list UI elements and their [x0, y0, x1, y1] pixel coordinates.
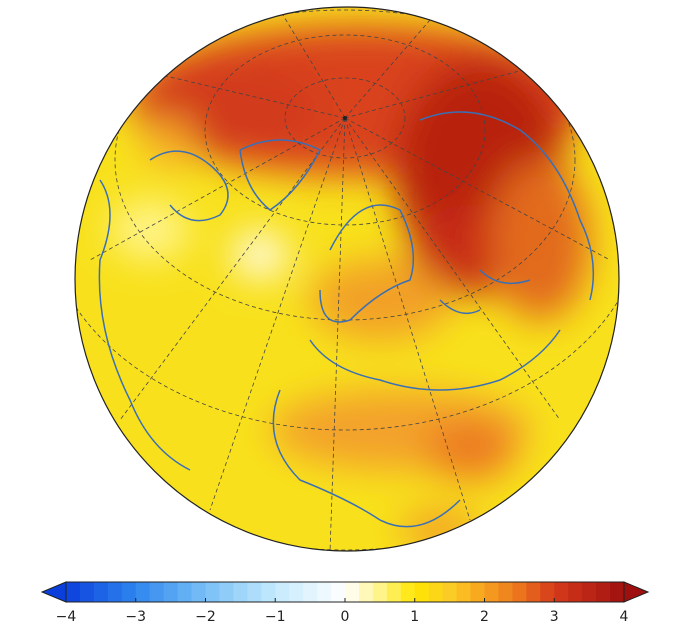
colorbar-cell	[554, 582, 569, 602]
colorbar-cell	[261, 582, 276, 602]
colorbar-cell	[219, 582, 234, 602]
colorbar: −4 −3 −2 −1 0 1 2 3 4	[40, 581, 650, 625]
colorbar-cell	[205, 582, 220, 602]
colorbar-cell	[386, 582, 402, 602]
colorbar-cell	[345, 582, 360, 602]
tick-label: −2	[195, 609, 216, 625]
tick-label: 1	[410, 609, 419, 625]
tick-label: 0	[341, 609, 350, 625]
colorbar-cell	[289, 582, 304, 602]
colorbar-cell	[582, 582, 597, 602]
colorbar-cell	[456, 582, 472, 602]
colorbar-cell	[317, 582, 332, 602]
colorbar-cell	[428, 582, 444, 602]
colorbar-cell	[66, 582, 81, 602]
colorbar-cell	[303, 582, 318, 602]
colorbar-cell	[540, 582, 555, 602]
colorbar-cell	[610, 582, 625, 602]
colorbar-cell	[484, 582, 499, 602]
colorbar-cell	[568, 582, 583, 602]
colorbar-cell	[79, 582, 95, 602]
tick-label: 4	[620, 609, 629, 625]
colorbar-cell	[498, 582, 513, 602]
colorbar-arrow-high	[623, 581, 650, 603]
colorbar-cell	[358, 582, 374, 602]
colorbar-cell	[526, 582, 541, 602]
colorbar-cell	[121, 582, 137, 602]
colorbar-cell	[596, 582, 611, 602]
graticule	[75, 7, 619, 551]
colorbar-cell	[331, 582, 346, 602]
colorbar-cell	[149, 582, 165, 602]
tick-label: 3	[550, 609, 559, 625]
colorbar-cell	[233, 582, 248, 602]
colorbar-cell	[177, 582, 193, 602]
tick-label: −3	[125, 609, 146, 625]
colorbar-cell	[372, 582, 388, 602]
coastlines	[98, 111, 595, 528]
colorbar-cell	[135, 582, 151, 602]
colorbar-arrow-low	[40, 581, 67, 603]
colorbar-cell	[442, 582, 458, 602]
colorbar-cell	[414, 582, 430, 602]
tick-label: −1	[265, 609, 286, 625]
tick-label: −4	[56, 609, 77, 625]
colorbar-cell	[400, 582, 416, 602]
colorbar-cell	[247, 582, 262, 602]
colorbar-cell	[470, 582, 485, 602]
colorbar-cell	[275, 582, 290, 602]
colorbar-cell	[93, 582, 109, 602]
colorbar-cell	[163, 582, 179, 602]
colorbar-cell	[191, 582, 206, 602]
globe	[75, 7, 619, 551]
colorbar-cell	[107, 582, 123, 602]
tick-label: 2	[480, 609, 489, 625]
colorbar-cell	[512, 582, 527, 602]
